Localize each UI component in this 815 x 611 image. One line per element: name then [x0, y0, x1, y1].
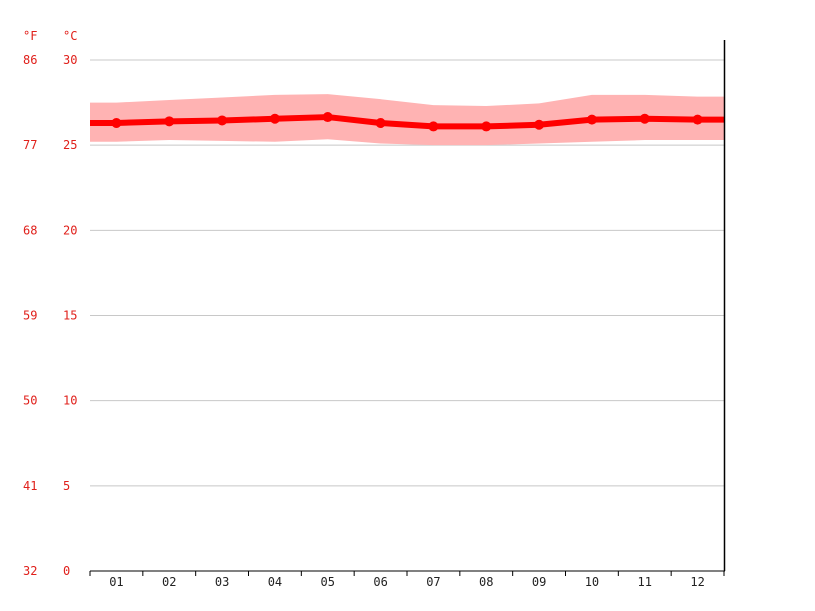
- x-axis-labels: 01 02 03 04 05 06 07 08 09 10 11 12: [109, 575, 705, 589]
- x-tick-label: 08: [479, 575, 493, 589]
- mean-temperature-series: [90, 112, 724, 132]
- x-tick-label: 02: [162, 575, 176, 589]
- y-axis-labels: °F °C 32 0 41 5 50 10 59 15 68 20 77 25 86 30: [23, 29, 77, 578]
- celsius-unit-label: °C: [63, 29, 77, 43]
- y-tick-label-fahrenheit: 59: [23, 309, 37, 323]
- data-point: [375, 118, 386, 129]
- y-tick-label-fahrenheit: 68: [23, 223, 37, 237]
- x-tick-label: 05: [321, 575, 335, 589]
- y-tick-label-celsius: 30: [63, 53, 77, 67]
- x-tick-label: 09: [532, 575, 546, 589]
- x-tick-label: 03: [215, 575, 229, 589]
- y-tick-label-celsius: 0: [63, 564, 70, 578]
- data-point: [639, 113, 650, 124]
- grid-lines: [90, 59, 724, 487]
- x-tick-label: 12: [690, 575, 704, 589]
- y-tick-label-fahrenheit: 77: [23, 138, 37, 152]
- data-point: [534, 119, 545, 130]
- temperature-band-area: [90, 94, 724, 146]
- y-tick-label-celsius: 20: [63, 223, 77, 237]
- data-point: [217, 115, 228, 126]
- data-point: [586, 114, 597, 125]
- axes: [89, 40, 726, 576]
- data-point: [428, 121, 439, 132]
- y-tick-label-fahrenheit: 50: [23, 394, 37, 408]
- data-point: [111, 118, 122, 129]
- data-point: [269, 113, 280, 124]
- data-point: [692, 114, 703, 125]
- y-tick-label-celsius: 5: [63, 479, 70, 493]
- x-tick-label: 06: [373, 575, 387, 589]
- data-point: [322, 112, 333, 123]
- x-tick-label: 07: [426, 575, 440, 589]
- y-tick-label-fahrenheit: 86: [23, 53, 37, 67]
- data-point: [164, 116, 175, 127]
- temperature-range-band: [90, 94, 724, 146]
- y-tick-label-celsius: 15: [63, 309, 77, 323]
- mean-temperature-line: [90, 114, 724, 130]
- y-tick-label-fahrenheit: 32: [23, 564, 37, 578]
- y-tick-label-fahrenheit: 41: [23, 479, 37, 493]
- x-tick-label: 01: [109, 575, 123, 589]
- fahrenheit-unit-label: °F: [23, 29, 37, 43]
- x-tick-label: 04: [268, 575, 282, 589]
- x-tick-label: 10: [585, 575, 599, 589]
- x-tick-label: 11: [638, 575, 652, 589]
- y-tick-label-celsius: 10: [63, 394, 77, 408]
- data-point: [481, 121, 492, 132]
- y-tick-label-celsius: 25: [63, 138, 77, 152]
